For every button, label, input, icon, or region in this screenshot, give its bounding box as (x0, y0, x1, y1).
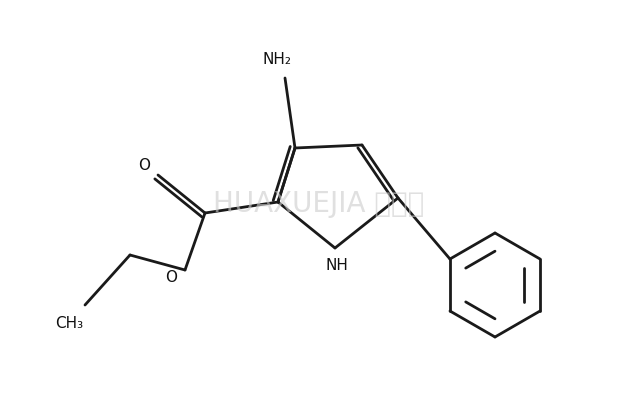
Text: O: O (138, 157, 150, 173)
Text: O: O (165, 270, 177, 285)
Text: NH₂: NH₂ (262, 52, 292, 67)
Text: CH₃: CH₃ (55, 315, 83, 330)
Text: NH: NH (325, 258, 348, 274)
Text: HUAXUEJIA 化学加: HUAXUEJIA 化学加 (213, 191, 425, 218)
